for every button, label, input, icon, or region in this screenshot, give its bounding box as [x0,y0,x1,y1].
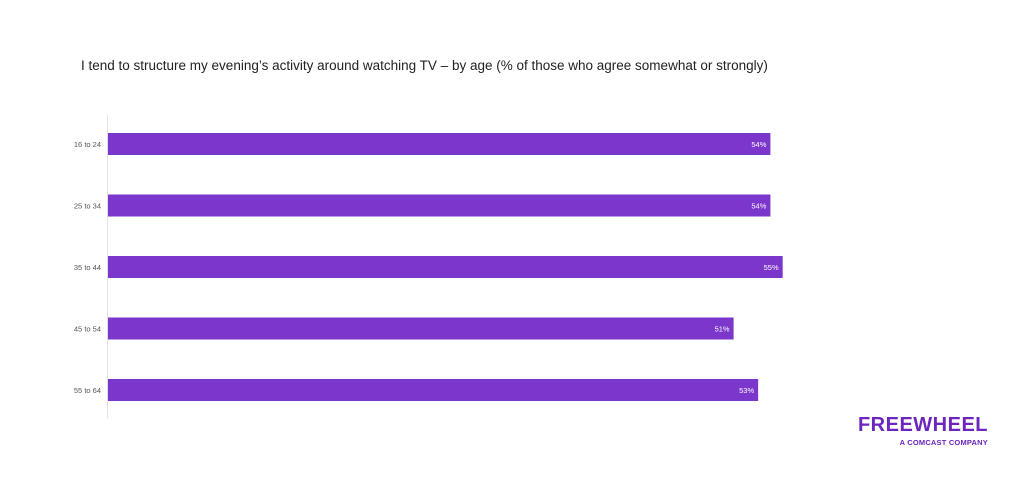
logo-wordmark: FREEWHEEL [857,414,988,436]
value-label: 51% [715,325,730,334]
bar [108,379,759,401]
bar [108,317,734,340]
category-label: 16 to 24 [74,140,101,149]
bar [108,256,783,278]
logo-tagline: A COMCAST COMPANY [899,438,988,447]
bar [108,194,771,217]
value-label: 54% [751,140,766,149]
value-label: 55% [764,263,779,272]
value-label: 53% [739,386,754,395]
category-label: 45 to 54 [74,325,101,334]
chart-title: I tend to structure my evening’s activit… [81,58,768,73]
category-label: 35 to 44 [74,263,101,272]
category-label: 25 to 34 [74,202,101,211]
bar [108,133,771,155]
value-label: 54% [751,202,766,211]
category-label: 55 to 64 [74,386,101,395]
freewheel-logo: FREEWHEEL A COMCAST COMPANY [836,415,988,447]
